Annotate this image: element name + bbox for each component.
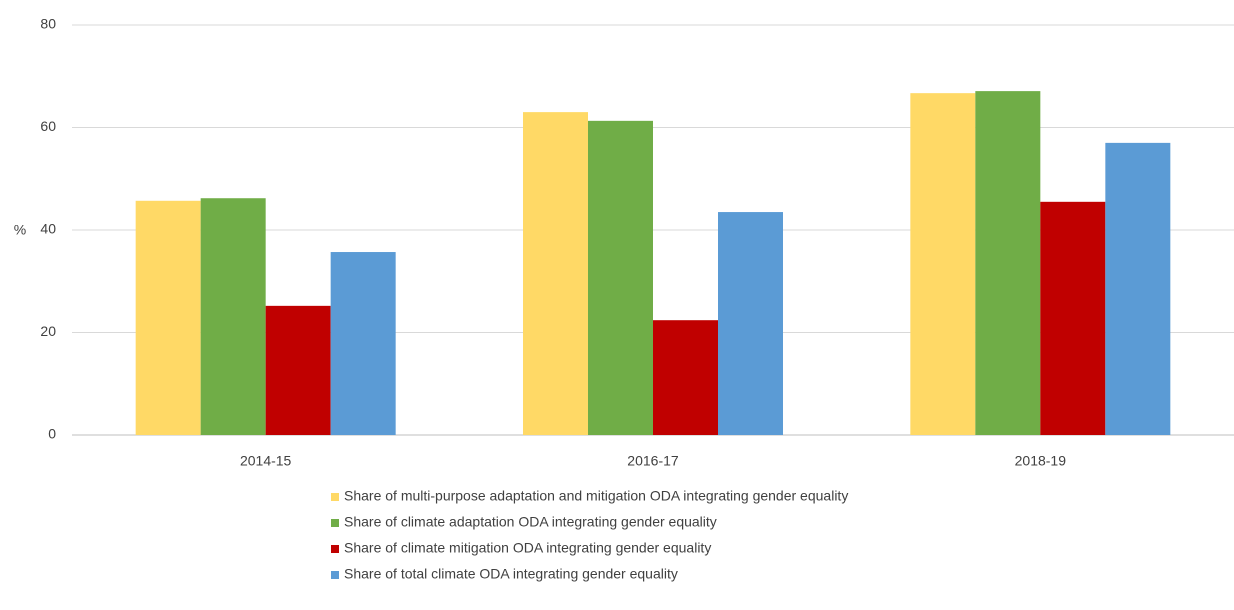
legend-swatch [331,545,339,553]
bar [653,320,718,435]
bar [975,91,1041,436]
y-tick-label: 20 [40,323,56,339]
bar [588,120,653,436]
legend-swatch [331,493,339,501]
y-tick-label: 60 [40,118,56,134]
y-tick-label: 0 [48,426,56,442]
legend-label: Share of climate mitigation ODA integrat… [344,540,711,556]
y-axis-label: % [14,222,26,238]
x-tick-label: 2018-19 [1015,453,1067,469]
legend-swatch [331,571,339,579]
y-tick-label: 80 [40,16,56,32]
legend-label: Share of total climate ODA integrating g… [344,566,678,582]
legend-label: Share of multi-purpose adaptation and mi… [344,488,848,504]
bar [910,93,976,435]
bar [523,112,588,435]
x-tick-label: 2014-15 [240,453,292,469]
bar [1105,142,1171,435]
y-tick-label: 40 [40,221,56,237]
bar [200,198,266,435]
legend-label: Share of climate adaptation ODA integrat… [344,514,717,530]
bar [330,252,396,435]
bar [1040,201,1106,435]
x-tick-label: 2016-17 [627,453,679,469]
legend-swatch [331,519,339,527]
bar [718,212,783,435]
bar [135,200,201,435]
bar [265,305,331,435]
